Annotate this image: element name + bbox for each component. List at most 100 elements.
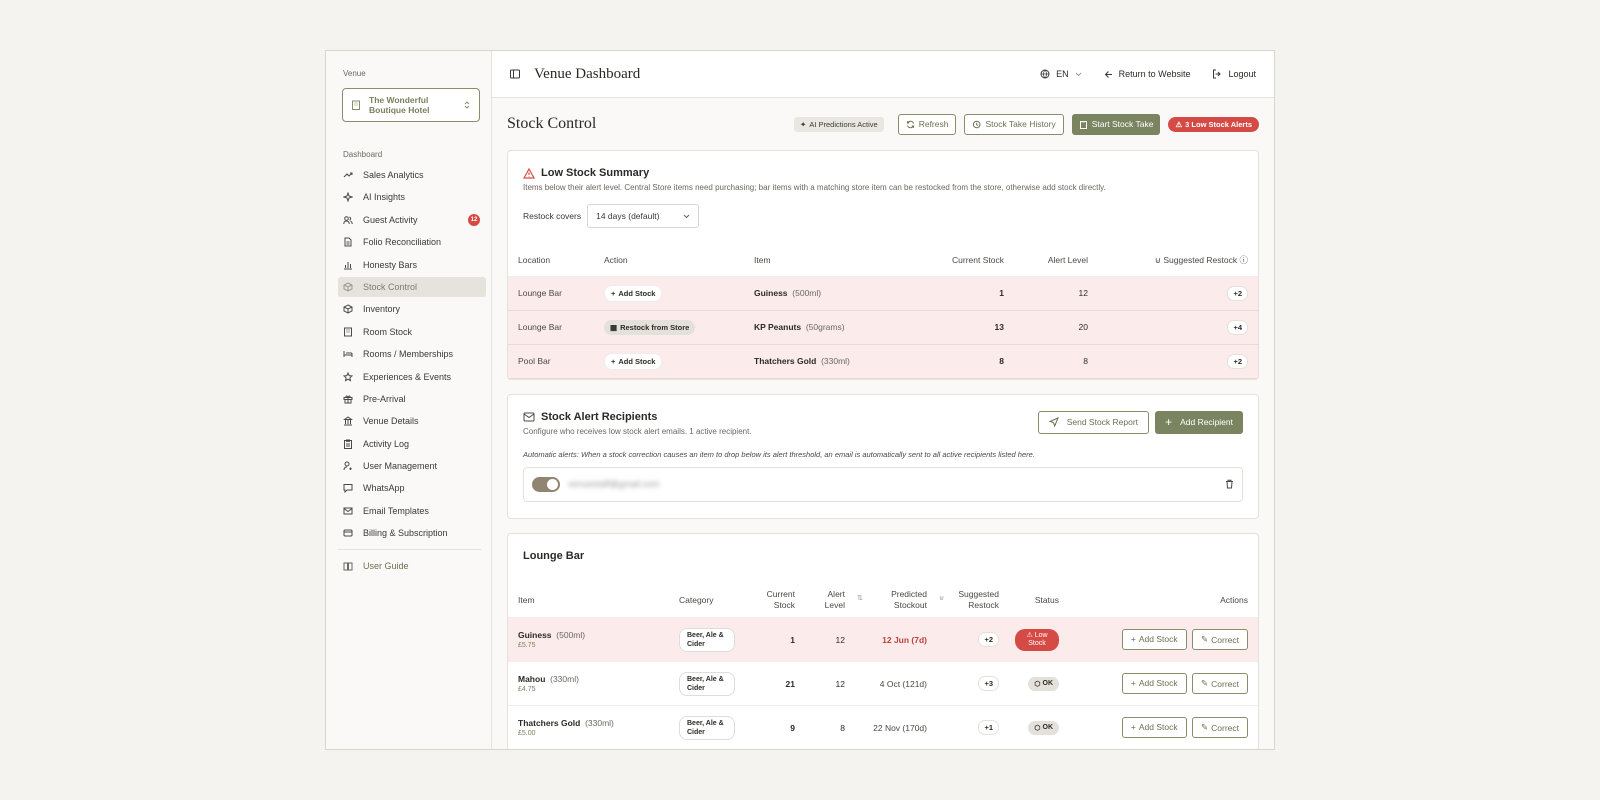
sidebar-item-label: Guest Activity [363, 214, 418, 225]
add-stock-label: Add Stock [1138, 678, 1178, 689]
status-cell: ⚠ Low Stock [1005, 617, 1065, 662]
col-location: Location [508, 244, 594, 277]
logout-button[interactable]: Logout [1212, 69, 1256, 79]
mail-icon [523, 412, 535, 421]
trending-up-icon [343, 172, 353, 178]
sidebar-item-label: Email Templates [363, 505, 429, 516]
sparkles-icon [343, 192, 353, 203]
recipient-active-toggle[interactable] [532, 476, 560, 492]
sidebar-item-room-stock[interactable]: Room Stock [338, 322, 486, 342]
sidebar-item-guest-activity[interactable]: Guest Activity 12 [338, 210, 486, 230]
correct-button[interactable]: ✎ Correct [1192, 673, 1248, 695]
sidebar-toggle-icon[interactable] [510, 69, 520, 79]
correct-button[interactable]: ✎ Correct [1192, 629, 1248, 651]
low-stock-alerts-badge[interactable]: ⚠ 3 Low Stock Alerts [1168, 116, 1259, 132]
current-stock-cell: 9 [751, 705, 801, 749]
sidebar-item-rooms-memberships[interactable]: Rooms / Memberships [338, 344, 486, 364]
add-stock-button[interactable]: + Add Stock [1121, 672, 1187, 694]
add-stock-button[interactable]: + Add Stock [604, 352, 663, 370]
help-icon[interactable]: ⓘ [1239, 254, 1248, 265]
topbar: Venue Dashboard EN Return to Website Log… [492, 51, 1274, 98]
item-cell: Guiness (500ml) [744, 276, 914, 311]
stock-alert-recipients-card: Stock Alert Recipients Configure who rec… [507, 393, 1259, 519]
sidebar-item-label: User Guide [363, 561, 409, 572]
sidebar-item-honesty-bars[interactable]: Honesty Bars [338, 255, 486, 275]
return-to-website-link[interactable]: Return to Website [1104, 69, 1190, 79]
bar-chart-icon [344, 261, 352, 270]
col-category: Category [673, 583, 751, 618]
building-icon [344, 327, 352, 337]
item-cell: Thatchers Gold (330ml) £5.00 [508, 705, 673, 749]
low-stock-table: Location Action Item Current Stock Alert… [508, 244, 1258, 379]
refresh-label: Refresh [918, 119, 949, 129]
restock-covers-select[interactable]: 14 days (default) [587, 204, 700, 228]
suggested-restock-cell: +1 [933, 705, 1005, 749]
sidebar-item-email-templates[interactable]: Email Templates [338, 501, 486, 521]
sidebar-item-user-guide[interactable]: User Guide [338, 556, 486, 576]
sidebar-item-label: Folio Reconciliation [363, 237, 442, 248]
lounge-bar-title: Lounge Bar [523, 549, 585, 562]
sidebar-item-pre-arrival[interactable]: Pre-Arrival [338, 389, 486, 409]
recipients-subtitle: Configure who receives low stock alert e… [523, 426, 752, 436]
warning-icon: ⚠ [1026, 631, 1035, 639]
plus-icon: + [1130, 722, 1136, 733]
restock-delta: +4 [1227, 319, 1248, 335]
sort-icon[interactable]: ⇅ [857, 595, 863, 603]
category-badge: Beer, Ale & Cider [679, 627, 735, 652]
sidebar-item-label: Pre-Arrival [363, 393, 406, 404]
col-suggested-restock: ⊍ Suggested Restock [933, 583, 1005, 618]
sidebar-item-stock-control[interactable]: Stock Control [338, 276, 486, 297]
status-label: OK [1042, 724, 1054, 731]
predicted-stockout-cell: 4 Oct (121d) [851, 661, 933, 706]
stock-take-history-button[interactable]: Stock Take History [964, 113, 1064, 135]
language-selector[interactable]: EN [1040, 69, 1082, 79]
actions-cell: + Add Stock ✎ Correct [1065, 617, 1258, 662]
action-cell: + Add Stock [594, 344, 744, 379]
col-item: Item [744, 244, 914, 277]
sidebar-item-sales-analytics[interactable]: Sales Analytics [338, 165, 486, 185]
sidebar-item-billing-subscription[interactable]: Billing & Subscription [338, 523, 486, 543]
building-icon [352, 100, 360, 110]
table-row: Mahou (330ml) £4.75 Beer, Ale & Cider 21… [508, 661, 1258, 706]
refresh-button[interactable]: Refresh [897, 113, 957, 135]
pencil-icon: ✎ [1201, 678, 1209, 689]
col-current-stock: Current Stock [751, 583, 801, 618]
item-size: (50grams) [805, 322, 845, 332]
add-stock-button[interactable]: + Add Stock [1121, 628, 1187, 650]
plus-icon: + [1130, 678, 1136, 689]
plus-icon: + [1130, 634, 1136, 645]
status-badge: ⬡ OK [1028, 676, 1059, 691]
sidebar-item-ai-insights[interactable]: AI Insights [338, 187, 486, 207]
send-icon [1048, 417, 1059, 427]
restock-covers-value: 14 days (default) [596, 211, 660, 221]
current-stock-cell: 8 [914, 344, 1014, 379]
table-row: Lounge Bar + Add Stock Guiness (500ml) 1… [508, 276, 1258, 311]
col-predicted-stockout: ⇅ Predicted Stockout [851, 583, 933, 618]
add-stock-button[interactable]: + Add Stock [604, 284, 663, 302]
sidebar-item-label: AI Insights [363, 192, 406, 203]
venue-name: The Wonderful Boutique Hotel [369, 95, 430, 115]
sidebar-item-venue-details[interactable]: Venue Details [338, 411, 486, 431]
send-stock-report-button[interactable]: Send Stock Report [1037, 410, 1150, 434]
restock-delta: +2 [1227, 353, 1248, 369]
trash-icon[interactable] [1225, 479, 1234, 489]
sidebar-item-folio-reconciliation[interactable]: Folio Reconciliation [338, 232, 486, 252]
sidebar-item-experiences-events[interactable]: Experiences & Events [338, 367, 486, 387]
status-badge: ⬡ OK [1028, 720, 1059, 735]
correct-button[interactable]: ✎ Correct [1192, 717, 1248, 739]
location-cell: Pool Bar [508, 344, 594, 379]
venue-selector[interactable]: The Wonderful Boutique Hotel [342, 88, 480, 122]
suggested-restock-cell: +2 [933, 617, 1005, 662]
sidebar-item-whatsapp[interactable]: WhatsApp [338, 478, 486, 498]
sidebar-item-activity-log[interactable]: Activity Log [338, 434, 486, 454]
recipients-title: Stock Alert Recipients [541, 410, 658, 423]
add-stock-button[interactable]: + Add Stock [1121, 716, 1187, 738]
sidebar-item-inventory[interactable]: Inventory [338, 299, 486, 319]
start-stock-take-button[interactable]: Start Stock Take [1071, 113, 1161, 135]
item-price: £5.75 [518, 642, 536, 649]
suggested-restock-cell: +2 [1098, 276, 1258, 311]
restock-from-store-button[interactable]: ▦ Restock from Store [604, 319, 696, 335]
suggested-restock-cell: +3 [933, 661, 1005, 706]
sidebar-item-user-management[interactable]: User Management [338, 456, 486, 476]
add-recipient-button[interactable]: + Add Recipient [1155, 410, 1243, 434]
